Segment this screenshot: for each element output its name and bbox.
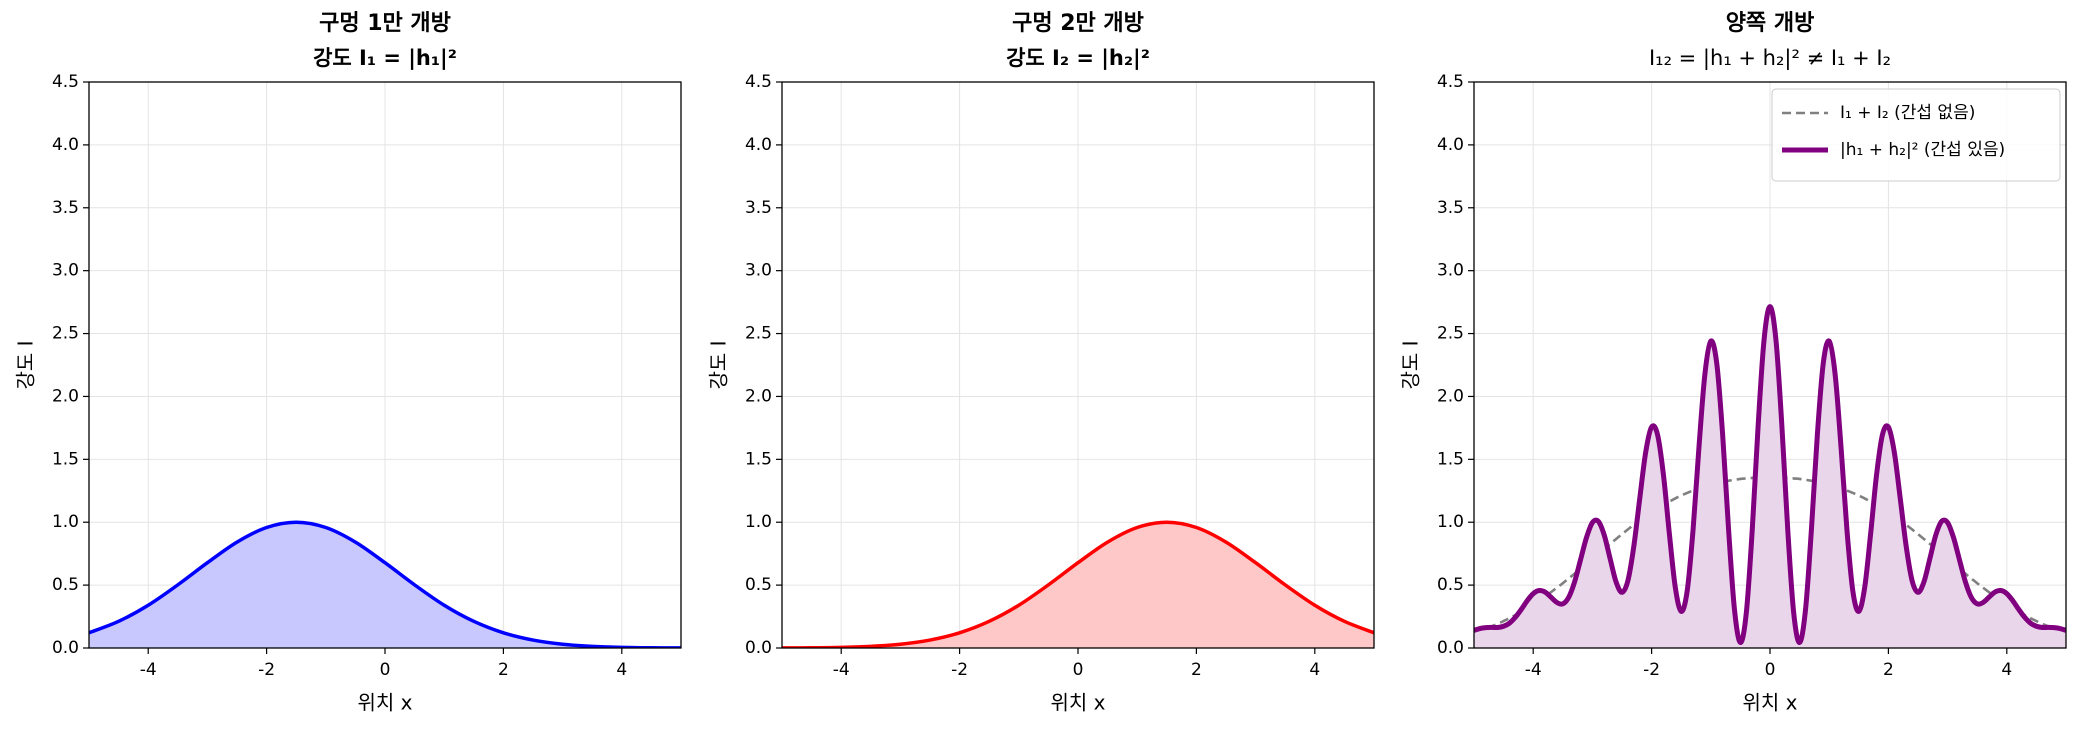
x-axis-label: 위치 x — [1743, 691, 1798, 715]
x-tick-label: -2 — [1643, 660, 1660, 680]
x-tick-label: 0 — [380, 660, 391, 680]
y-tick-label: 2.5 — [1437, 324, 1464, 344]
legend-box — [1771, 88, 2061, 182]
axes-frame — [1473, 81, 2067, 649]
y-tick-label: 3.0 — [1437, 261, 1464, 281]
line — [1474, 304, 2066, 645]
x-tick-label: -4 — [833, 660, 850, 680]
legend-label: I₁ + I₂ (간섭 없음) — [1840, 103, 1975, 123]
y-tick-label: 4.5 — [1437, 72, 1464, 92]
y-tick-label: 1.0 — [52, 512, 79, 532]
line — [782, 520, 1374, 648]
area — [1474, 306, 2066, 648]
y-tick-label: 1.5 — [1437, 449, 1464, 469]
plot-area — [1474, 304, 2066, 648]
y-tick-label: 1.0 — [745, 512, 772, 532]
chart-subtitle: I₁₂ = |h₁ + h₂|² ≠ I₁ + I₂ — [1649, 46, 1891, 71]
x-tick-label: -2 — [951, 660, 968, 680]
legend-label: |h₁ + h₂|² (간섭 있음) — [1840, 140, 2005, 160]
y-tick-label: 1.0 — [1437, 512, 1464, 532]
plot-area — [782, 520, 1374, 648]
y-tick-label: 0.0 — [52, 638, 79, 658]
y-axis-label: 강도 I — [1399, 340, 1423, 389]
y-tick-label: 0.0 — [1437, 638, 1464, 658]
y-tick-label: 4.5 — [52, 72, 79, 92]
line — [89, 520, 681, 648]
y-tick-label: 4.0 — [745, 135, 772, 155]
y-tick-label: 2.5 — [52, 324, 79, 344]
x-tick-label: 4 — [616, 660, 627, 680]
y-tick-label: 0.5 — [1437, 575, 1464, 595]
x-tick-label: 0 — [1073, 660, 1084, 680]
y-tick-label: 2.5 — [745, 324, 772, 344]
y-tick-label: 4.5 — [745, 72, 772, 92]
x-tick-label: 2 — [1191, 660, 1202, 680]
y-tick-label: 3.0 — [52, 261, 79, 281]
y-tick-label: 3.5 — [745, 198, 772, 218]
x-tick-label: -4 — [1525, 660, 1542, 680]
y-tick-label: 0.5 — [745, 575, 772, 595]
x-tick-label: -4 — [140, 660, 157, 680]
area — [89, 522, 681, 648]
x-tick-label: 0 — [1765, 660, 1776, 680]
y-tick-label: 4.0 — [1437, 135, 1464, 155]
y-tick-label: 2.0 — [745, 386, 772, 406]
y-tick-label: 3.0 — [745, 261, 772, 281]
y-axis-label: 강도 I — [707, 340, 731, 389]
chart-subtitle: 강도 I₁ = |h₁|² — [313, 46, 457, 71]
y-axis-label: 강도 I — [14, 340, 38, 389]
chart-subtitle: 강도 I₂ = |h₂|² — [1006, 46, 1150, 71]
area — [782, 522, 1374, 648]
chart-title: 양쪽 개방 — [1726, 11, 1815, 36]
x-axis-label: 위치 x — [1051, 691, 1106, 715]
y-tick-label: 4.0 — [52, 135, 79, 155]
x-tick-label: 4 — [2001, 660, 2012, 680]
x-tick-label: 4 — [1309, 660, 1320, 680]
axes-frame — [781, 81, 1375, 649]
y-tick-label: 0.5 — [52, 575, 79, 595]
x-tick-label: 2 — [1883, 660, 1894, 680]
y-tick-label: 0.0 — [745, 638, 772, 658]
x-tick-label: -2 — [258, 660, 275, 680]
axes-frame — [88, 81, 682, 649]
y-tick-label: 2.0 — [1437, 386, 1464, 406]
y-tick-label: 2.0 — [52, 386, 79, 406]
chart-title: 구멍 2만 개방 — [1012, 11, 1144, 36]
x-axis-label: 위치 x — [358, 691, 413, 715]
x-tick-label: 2 — [498, 660, 509, 680]
chart-title: 구멍 1만 개방 — [319, 11, 451, 36]
y-tick-label: 3.5 — [1437, 198, 1464, 218]
y-tick-label: 1.5 — [745, 449, 772, 469]
y-tick-label: 1.5 — [52, 449, 79, 469]
y-tick-label: 3.5 — [52, 198, 79, 218]
plot-area — [89, 520, 681, 648]
